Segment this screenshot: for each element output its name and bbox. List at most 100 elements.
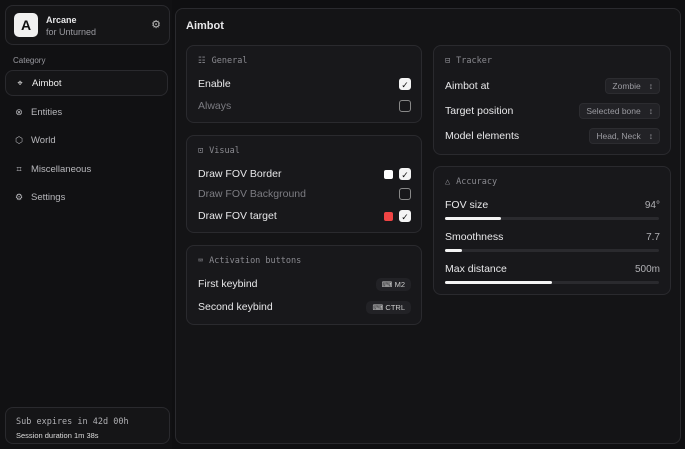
aimbot-at-label: Aimbot at bbox=[445, 80, 490, 92]
logo: A bbox=[14, 13, 38, 37]
fov-size-value: 94° bbox=[644, 199, 660, 211]
max-distance-slider[interactable] bbox=[445, 281, 659, 284]
smoothness-slider[interactable] bbox=[445, 249, 659, 252]
max-distance-row: Max distance 500m bbox=[445, 259, 660, 279]
fov-target-row: Draw FOV target ✓ bbox=[198, 206, 411, 226]
keyboard-icon: ⌨ bbox=[198, 256, 204, 266]
visual-card: ⊡ Visual Draw FOV Border ✓ Draw FOV Backgr… bbox=[186, 135, 422, 233]
entities-icon: ⊗ bbox=[15, 106, 23, 117]
target-position-row: Target position Selected bone ↕ bbox=[445, 101, 660, 121]
tracker-header: ⊟ Tracker bbox=[445, 56, 492, 66]
visual-header: ⊡ Visual bbox=[198, 146, 240, 156]
brand-name: Arcane bbox=[46, 15, 77, 25]
key-label: CTRL bbox=[385, 302, 405, 312]
fov-size-row: FOV size 94° bbox=[445, 195, 660, 215]
sidebar-item-label: Settings bbox=[31, 191, 66, 203]
model-elements-label: Model elements bbox=[445, 130, 520, 142]
slider-fill bbox=[445, 217, 501, 220]
fov-target-color-swatch[interactable] bbox=[384, 211, 393, 221]
accuracy-header: △ Accuracy bbox=[445, 177, 497, 187]
accuracy-card: △ Accuracy FOV size 94° Smoothness 7.7 Max … bbox=[433, 166, 671, 295]
fov-size-slider[interactable] bbox=[445, 217, 659, 220]
always-label: Always bbox=[198, 100, 232, 112]
session-duration: Session duration 1m 38s bbox=[16, 431, 99, 440]
general-header: ☷ General bbox=[198, 56, 247, 66]
second-keybind-row: Second keybind ⌨ CTRL bbox=[198, 297, 411, 317]
first-keybind-row: First keybind ⌨ M2 bbox=[198, 274, 411, 294]
aimbot-at-select[interactable]: Zombie ↕ bbox=[605, 78, 660, 94]
sidebar-item-world[interactable]: ⬡ World bbox=[5, 127, 168, 153]
max-distance-value: 500m bbox=[634, 263, 660, 275]
aimbot-at-row: Aimbot at Zombie ↕ bbox=[445, 76, 660, 96]
model-elements-select[interactable]: Head, Neck ↕ bbox=[589, 128, 660, 144]
fov-background-row: Draw FOV Background bbox=[198, 184, 411, 204]
section-title: Activation buttons bbox=[209, 256, 302, 266]
sidebar-item-label: Entities bbox=[31, 106, 63, 118]
subscription-card: Sub expires in 42d 00h Session duration … bbox=[5, 407, 170, 444]
smoothness-value: 7.7 bbox=[646, 231, 660, 243]
fov-background-checkbox[interactable] bbox=[399, 188, 411, 200]
chevron-updown-icon: ↕ bbox=[648, 81, 653, 91]
section-title: General bbox=[211, 56, 248, 66]
enable-label: Enable bbox=[198, 78, 231, 90]
brand-card: A Arcane for Unturned ⚙ bbox=[5, 5, 170, 45]
section-title: Tracker bbox=[456, 56, 492, 66]
fov-border-row: Draw FOV Border ✓ bbox=[198, 164, 411, 184]
sidebar-item-miscellaneous[interactable]: ⌗ Miscellaneous bbox=[5, 156, 168, 182]
sidebar: A Arcane for Unturned ⚙ Category ⌖ Aimbot… bbox=[0, 0, 172, 449]
crosshair-icon: ⌖ bbox=[17, 77, 23, 88]
sidebar-item-label: Aimbot bbox=[32, 77, 62, 89]
always-checkbox[interactable] bbox=[399, 100, 411, 112]
fov-border-color-swatch[interactable] bbox=[384, 169, 393, 179]
target-position-select[interactable]: Selected bone ↕ bbox=[579, 103, 660, 119]
smoothness-label: Smoothness bbox=[445, 231, 504, 243]
cube-icon: ⬡ bbox=[15, 134, 23, 145]
grid-icon: ⌗ bbox=[16, 163, 22, 174]
subscription-expiry: Sub expires in 42d 00h bbox=[16, 417, 129, 427]
gear-icon: ⚙ bbox=[14, 191, 24, 202]
fov-background-label: Draw FOV Background bbox=[198, 188, 306, 200]
fov-border-checkbox[interactable]: ✓ bbox=[399, 168, 411, 180]
sidebar-item-label: Miscellaneous bbox=[31, 163, 92, 175]
section-title: Visual bbox=[209, 146, 240, 156]
model-elements-row: Model elements Head, Neck ↕ bbox=[445, 126, 660, 146]
slider-fill bbox=[445, 281, 552, 284]
second-keybind-label: Second keybind bbox=[198, 301, 273, 313]
key-label: M2 bbox=[394, 279, 405, 289]
enable-checkbox[interactable]: ✓ bbox=[399, 78, 411, 90]
general-card: ☷ General Enable ✓ Always bbox=[186, 45, 422, 123]
target-position-label: Target position bbox=[445, 105, 514, 117]
page-title: Aimbot bbox=[186, 20, 224, 32]
chevron-updown-icon: ↕ bbox=[648, 131, 653, 141]
enable-row: Enable ✓ bbox=[198, 74, 411, 94]
sidebar-item-aimbot[interactable]: ⌖ Aimbot bbox=[5, 70, 168, 96]
smoothness-row: Smoothness 7.7 bbox=[445, 227, 660, 247]
fov-target-label: Draw FOV target bbox=[198, 210, 277, 222]
select-value: Head, Neck bbox=[596, 131, 641, 141]
fov-border-label: Draw FOV Border bbox=[198, 168, 282, 180]
list-icon: ☷ bbox=[198, 56, 206, 66]
first-keybind-button[interactable]: ⌨ M2 bbox=[375, 277, 411, 291]
sidebar-item-label: World bbox=[31, 134, 56, 146]
tracker-icon: ⊟ bbox=[445, 56, 451, 66]
section-title: Accuracy bbox=[456, 177, 498, 187]
select-value: Zombie bbox=[612, 81, 641, 91]
activation-card: ⌨ Activation buttons First keybind ⌨ M2 Se… bbox=[186, 245, 422, 325]
first-keybind-label: First keybind bbox=[198, 278, 258, 290]
settings-gear-icon[interactable]: ⚙ bbox=[151, 19, 161, 31]
category-label: Category bbox=[13, 56, 46, 65]
sidebar-item-entities[interactable]: ⊗ Entities bbox=[5, 99, 168, 125]
fov-target-checkbox[interactable]: ✓ bbox=[399, 210, 411, 222]
visual-icon: ⊡ bbox=[198, 146, 204, 156]
slider-fill bbox=[445, 249, 463, 252]
fov-size-label: FOV size bbox=[445, 199, 489, 211]
activation-header: ⌨ Activation buttons bbox=[198, 256, 301, 266]
second-keybind-button[interactable]: ⌨ CTRL bbox=[366, 300, 411, 314]
select-value: Selected bone bbox=[586, 106, 641, 116]
max-distance-label: Max distance bbox=[445, 263, 507, 275]
brand-subtitle: for Unturned bbox=[46, 27, 97, 37]
sidebar-item-settings[interactable]: ⚙ Settings bbox=[5, 184, 168, 210]
triangle-icon: △ bbox=[445, 177, 451, 187]
chevron-updown-icon: ↕ bbox=[648, 106, 653, 116]
tracker-card: ⊟ Tracker Aimbot at Zombie ↕ Target positio… bbox=[433, 45, 671, 155]
